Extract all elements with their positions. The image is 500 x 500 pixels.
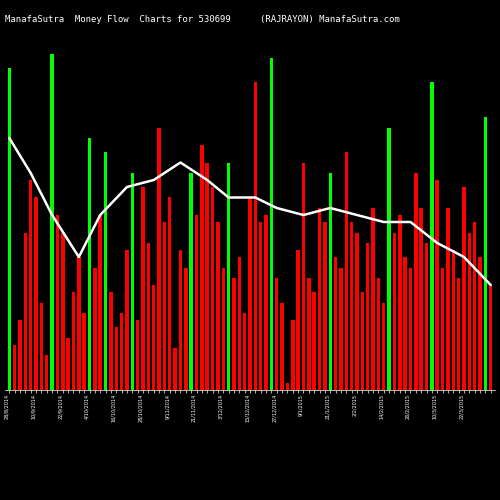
Bar <box>489 285 492 390</box>
Bar <box>360 292 364 390</box>
Bar <box>77 257 80 390</box>
Bar <box>50 54 54 390</box>
Bar <box>270 58 273 390</box>
Bar <box>388 128 391 390</box>
Bar <box>66 338 70 390</box>
Bar <box>350 222 354 390</box>
Bar <box>328 173 332 390</box>
Bar <box>296 250 300 390</box>
Bar <box>61 232 64 390</box>
Bar <box>275 278 278 390</box>
Bar <box>280 302 284 390</box>
Bar <box>120 313 124 390</box>
Bar <box>323 222 326 390</box>
Bar <box>248 198 252 390</box>
Bar <box>286 383 289 390</box>
Bar <box>446 208 450 390</box>
Bar <box>190 173 193 390</box>
Bar <box>195 215 198 390</box>
Bar <box>404 257 407 390</box>
Bar <box>392 232 396 390</box>
Bar <box>178 250 182 390</box>
Bar <box>238 257 241 390</box>
Bar <box>13 344 16 390</box>
Bar <box>216 222 220 390</box>
Bar <box>56 215 59 390</box>
Text: (RAJRAYON) ManafaSutra.com: (RAJRAYON) ManafaSutra.com <box>260 15 400 24</box>
Bar <box>376 278 380 390</box>
Bar <box>174 348 177 390</box>
Bar <box>457 278 460 390</box>
Bar <box>142 187 145 390</box>
Bar <box>45 355 48 390</box>
Bar <box>168 198 172 390</box>
Text: ManafaSutra  Money Flow  Charts for 530699: ManafaSutra Money Flow Charts for 530699 <box>5 15 231 24</box>
Bar <box>243 313 246 390</box>
Bar <box>430 82 434 390</box>
Bar <box>425 243 428 390</box>
Bar <box>40 302 43 390</box>
Bar <box>307 278 310 390</box>
Bar <box>468 232 471 390</box>
Bar <box>318 208 322 390</box>
Bar <box>398 215 402 390</box>
Bar <box>88 138 92 390</box>
Bar <box>366 243 370 390</box>
Bar <box>18 320 22 390</box>
Bar <box>104 152 108 390</box>
Bar <box>227 162 230 390</box>
Bar <box>436 180 439 390</box>
Bar <box>162 222 166 390</box>
Bar <box>478 257 482 390</box>
Bar <box>82 313 86 390</box>
Bar <box>312 292 316 390</box>
Bar <box>8 68 11 390</box>
Bar <box>339 268 342 390</box>
Bar <box>414 173 418 390</box>
Bar <box>259 222 262 390</box>
Bar <box>382 302 386 390</box>
Bar <box>152 285 156 390</box>
Bar <box>222 268 225 390</box>
Bar <box>211 187 214 390</box>
Bar <box>254 82 257 390</box>
Bar <box>420 208 423 390</box>
Bar <box>146 243 150 390</box>
Bar <box>24 232 27 390</box>
Bar <box>372 208 375 390</box>
Bar <box>452 250 455 390</box>
Bar <box>158 128 161 390</box>
Bar <box>334 257 338 390</box>
Bar <box>29 180 32 390</box>
Bar <box>344 152 348 390</box>
Bar <box>473 222 476 390</box>
Bar <box>484 117 487 390</box>
Bar <box>125 250 128 390</box>
Bar <box>200 145 203 390</box>
Bar <box>72 292 75 390</box>
Bar <box>302 162 305 390</box>
Bar <box>136 320 140 390</box>
Bar <box>264 215 268 390</box>
Bar <box>206 162 209 390</box>
Bar <box>93 268 96 390</box>
Bar <box>355 232 358 390</box>
Bar <box>114 327 118 390</box>
Bar <box>130 173 134 390</box>
Bar <box>462 187 466 390</box>
Bar <box>34 198 38 390</box>
Bar <box>441 268 444 390</box>
Bar <box>109 292 112 390</box>
Bar <box>98 215 102 390</box>
Bar <box>291 320 294 390</box>
Bar <box>408 268 412 390</box>
Bar <box>232 278 235 390</box>
Bar <box>184 268 188 390</box>
